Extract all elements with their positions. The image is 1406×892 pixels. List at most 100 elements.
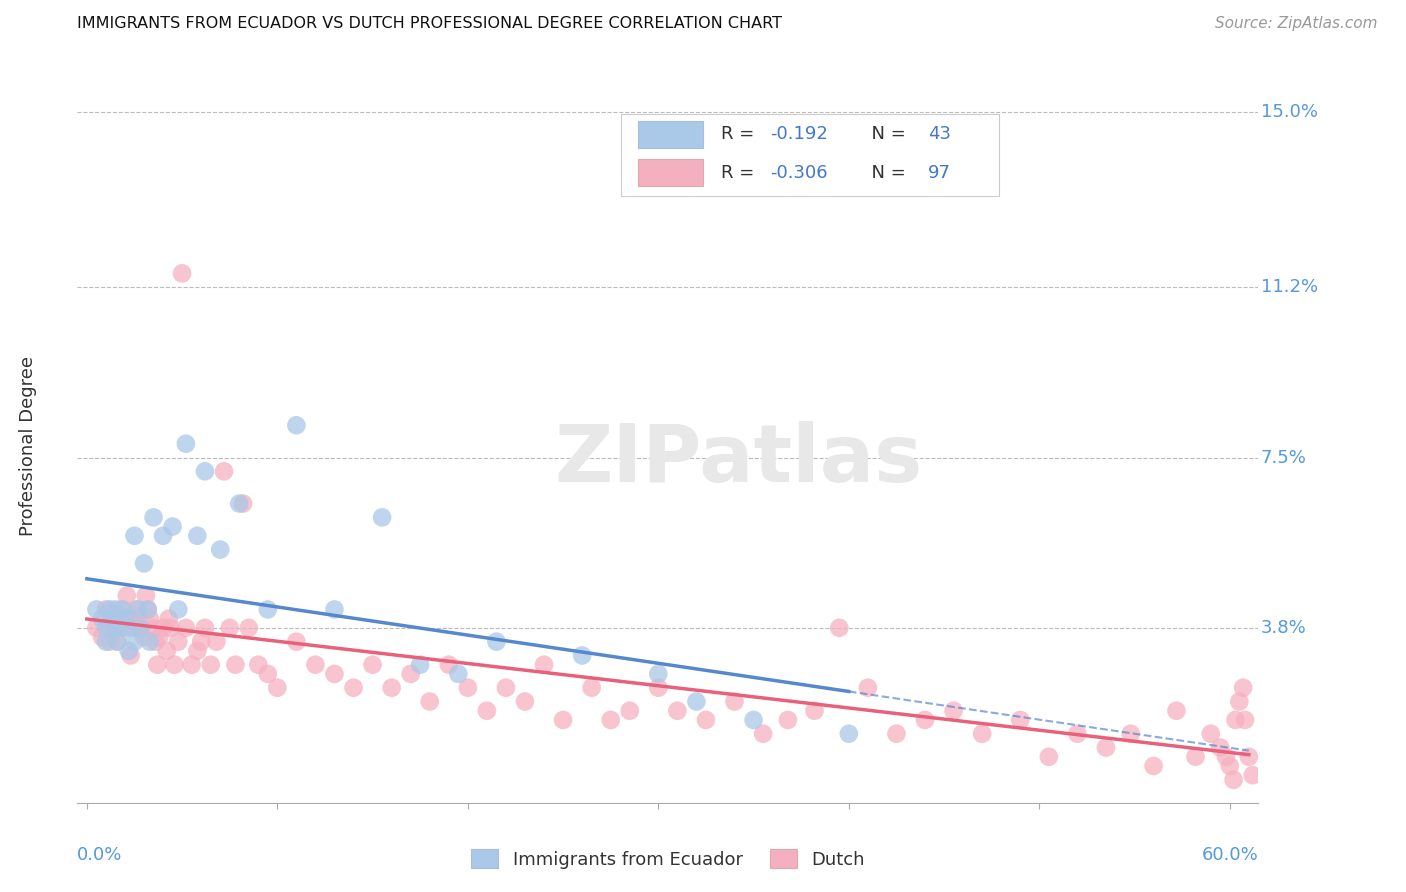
Point [457, 681, 479, 695]
Point [104, 602, 127, 616]
Point [94, 621, 117, 635]
Point [163, 657, 186, 672]
Point [142, 510, 165, 524]
Legend: Immigrants from Ecuador, Dutch: Immigrants from Ecuador, Dutch [464, 842, 872, 876]
Point [1184, 749, 1206, 764]
Point [256, 602, 278, 616]
Point [685, 694, 707, 708]
Point [1237, 749, 1260, 764]
Point [371, 510, 394, 524]
Text: IMMIGRANTS FROM ECUADOR VS DUTCH PROFESSIONAL DEGREE CORRELATION CHART: IMMIGRANTS FROM ECUADOR VS DUTCH PROFESS… [77, 16, 782, 31]
Point [1234, 713, 1257, 727]
Point [104, 621, 127, 635]
Point [304, 657, 326, 672]
Point [972, 727, 994, 741]
Point [156, 644, 179, 658]
Point [238, 621, 260, 635]
Point [437, 657, 460, 672]
Point [100, 612, 122, 626]
Point [1225, 713, 1247, 727]
Point [124, 529, 146, 543]
Point [91, 612, 114, 626]
Point [752, 727, 775, 741]
Point [118, 621, 141, 635]
Point [666, 704, 689, 718]
Point [447, 666, 470, 681]
Point [419, 694, 441, 708]
Point [513, 694, 536, 708]
Point [914, 713, 936, 727]
Text: ZIPatlas: ZIPatlas [554, 421, 922, 500]
Point [856, 681, 879, 695]
Point [86, 602, 108, 616]
Text: N =: N = [860, 164, 912, 182]
Bar [638, 159, 703, 186]
Point [828, 621, 851, 635]
Point [1241, 768, 1264, 782]
Point [399, 666, 422, 681]
Point [1209, 740, 1232, 755]
Point [174, 436, 197, 450]
Point [129, 621, 152, 635]
Point [695, 713, 717, 727]
Point [172, 266, 194, 280]
Point [190, 634, 212, 648]
Point [485, 634, 508, 648]
Point [152, 529, 174, 543]
Point [224, 657, 246, 672]
Point [212, 464, 235, 478]
Point [218, 621, 240, 635]
Point [135, 589, 157, 603]
Point [942, 704, 965, 718]
Point [232, 497, 254, 511]
Point [114, 612, 136, 626]
FancyBboxPatch shape [620, 114, 998, 196]
Point [129, 621, 152, 635]
Point [186, 529, 208, 543]
Point [100, 612, 122, 626]
Point [132, 557, 155, 571]
Point [136, 602, 159, 616]
Point [115, 589, 138, 603]
Point [1227, 694, 1250, 708]
Point [1222, 772, 1244, 787]
Point [209, 542, 232, 557]
Text: -0.306: -0.306 [770, 164, 828, 182]
Text: R =: R = [721, 125, 761, 143]
Point [138, 612, 160, 626]
Point [1142, 759, 1164, 773]
Point [1232, 681, 1254, 695]
Point [120, 648, 142, 663]
Point [619, 704, 641, 718]
Point [125, 602, 148, 616]
Point [194, 621, 217, 635]
Point [162, 519, 184, 533]
Point [776, 713, 799, 727]
Point [599, 713, 621, 727]
Point [1219, 759, 1241, 773]
Point [174, 621, 197, 635]
Point [285, 418, 308, 433]
Point [256, 666, 278, 681]
Point [127, 612, 149, 626]
Point [127, 602, 149, 616]
Point [742, 713, 765, 727]
Point [167, 634, 190, 648]
Point [91, 630, 114, 644]
Point [194, 464, 217, 478]
Point [803, 704, 825, 718]
Point [205, 634, 228, 648]
Point [647, 666, 669, 681]
Point [533, 657, 555, 672]
Point [108, 612, 131, 626]
Point [105, 634, 128, 648]
Text: 60.0%: 60.0% [1202, 846, 1258, 863]
Text: 0.0%: 0.0% [77, 846, 122, 863]
Point [228, 497, 250, 511]
Point [409, 657, 432, 672]
Point [157, 612, 180, 626]
Point [581, 681, 603, 695]
Text: 3.8%: 3.8% [1261, 619, 1306, 637]
Point [152, 621, 174, 635]
Point [247, 657, 270, 672]
